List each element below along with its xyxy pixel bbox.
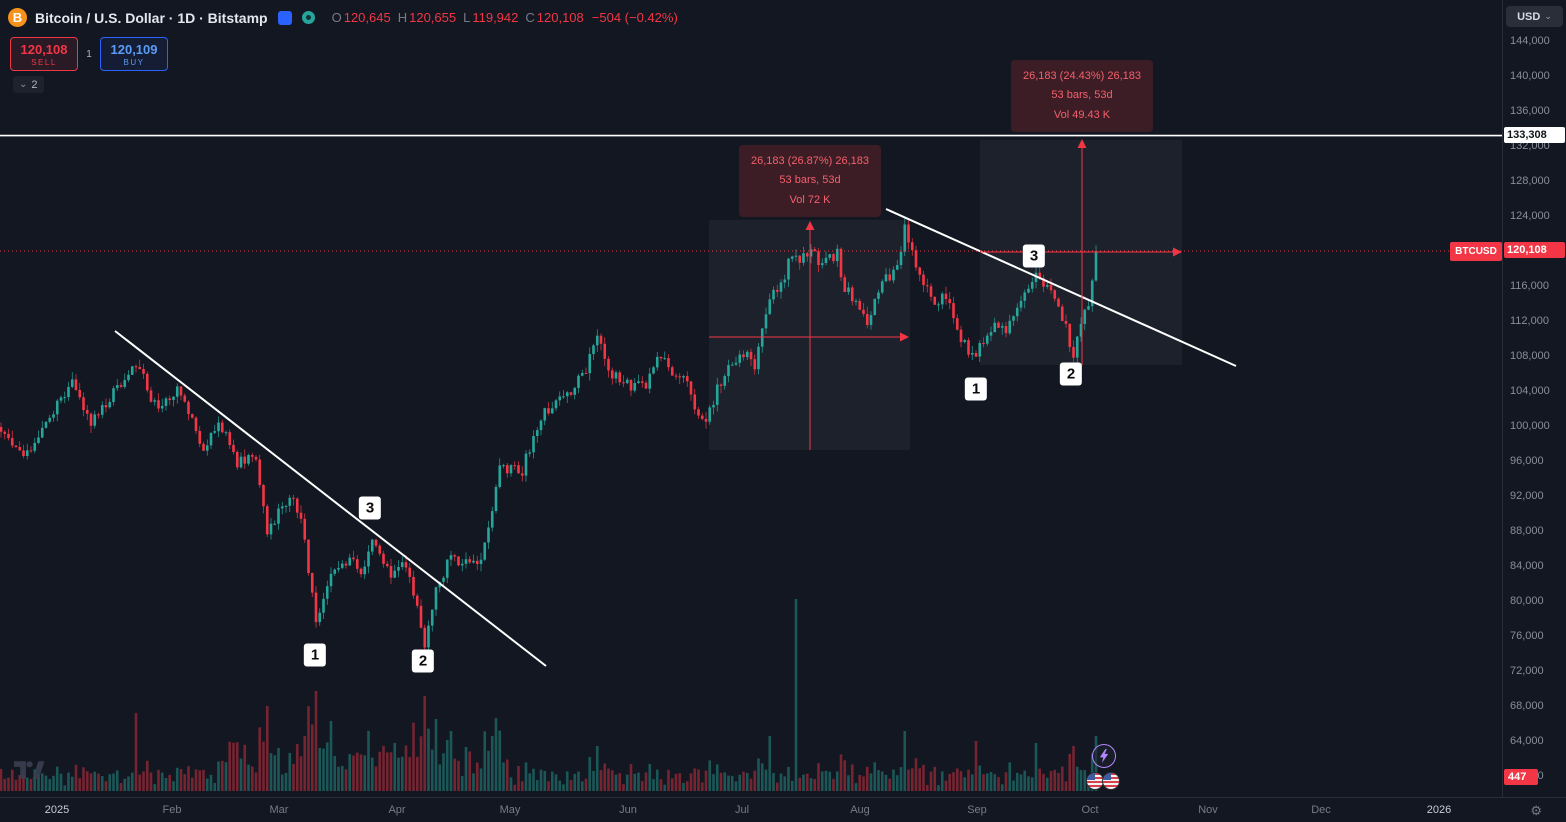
- time-tick: Aug: [850, 804, 870, 816]
- time-tick: Mar: [269, 804, 289, 816]
- chart-pane[interactable]: 1 2 3 1 2 3 26,183 (26.87%) 26,183 53 bars, 53d…: [0, 0, 1502, 797]
- time-tick: Sep: [967, 804, 987, 816]
- price-tick: 136,000: [1510, 105, 1550, 117]
- candlestick-series: [0, 217, 1098, 653]
- trend-line[interactable]: [885, 208, 1237, 367]
- wave-count-label[interactable]: 1: [964, 377, 988, 401]
- sell-button[interactable]: 120,108 SELL: [10, 37, 78, 71]
- price-tick: 116,000: [1510, 280, 1549, 292]
- chevron-down-icon: ⌄: [19, 79, 28, 90]
- time-tick: Oct: [1081, 804, 1099, 816]
- events-cluster: [1086, 744, 1136, 790]
- price-tick: 100,000: [1510, 420, 1550, 432]
- wave-count-label[interactable]: 1: [303, 643, 327, 667]
- price-tick: 144,000: [1510, 35, 1550, 47]
- high-label: H: [397, 10, 408, 25]
- arrow-right-icon: [900, 332, 909, 342]
- price-tick: 88,000: [1510, 525, 1544, 537]
- price-tick: 124,000: [1510, 210, 1550, 222]
- open-value: 120,645: [343, 10, 391, 25]
- price-axis[interactable]: USD ⌄ 144,000 140,000 136,000 132,000 128,00…: [1502, 0, 1566, 797]
- low-value: 119,942: [472, 10, 519, 25]
- trend-line[interactable]: [114, 330, 547, 667]
- market-status-icon[interactable]: [301, 11, 315, 24]
- symbol-price-tag: BTCUSD: [1450, 242, 1502, 262]
- time-tick: Apr: [388, 804, 406, 816]
- price-tick: 80,000: [1510, 595, 1544, 607]
- time-tick: 2025: [44, 804, 70, 816]
- time-tick: Dec: [1311, 804, 1331, 816]
- price-tick: 96,000: [1510, 455, 1544, 467]
- level-price-label: 133,308: [1504, 126, 1565, 143]
- time-tick: Feb: [162, 804, 182, 816]
- change-value: −504 (−0.42%): [591, 10, 678, 25]
- price-tick: 132,000: [1510, 140, 1550, 152]
- symbol-legend: B Bitcoin / U.S. Dollar · 1D · Bitstamp …: [8, 8, 678, 27]
- current-price-label: 120,108: [1504, 242, 1565, 259]
- time-tick: Nov: [1198, 804, 1218, 816]
- volume-series: [0, 599, 1098, 791]
- buy-button[interactable]: 120,109 BUY: [100, 37, 168, 71]
- time-tick: Jul: [734, 804, 750, 816]
- volume-value-label: 447: [1504, 769, 1538, 785]
- wave-count-label[interactable]: 3: [358, 496, 382, 520]
- price-tick: 92,000: [1510, 490, 1544, 502]
- price-tick: 84,000: [1510, 560, 1544, 572]
- time-tick: 2026: [1426, 804, 1452, 816]
- wave-count-label[interactable]: 2: [1059, 362, 1083, 386]
- ohlc-values: O 120,645 H 120,655 L 119,942 C 120,108 −504…: [325, 10, 678, 25]
- trade-widget: 120,108 SELL 1 120,109 BUY: [10, 37, 168, 71]
- exchange-logo-icon: [277, 10, 292, 25]
- time-tick: Jun: [619, 804, 637, 816]
- status-dot-inner: [305, 15, 311, 20]
- low-label: L: [463, 10, 471, 25]
- tradingview-logo-icon[interactable]: [14, 760, 45, 785]
- price-tick: 128,000: [1510, 175, 1550, 187]
- price-tick: 72,000: [1510, 665, 1544, 677]
- wave-count-label[interactable]: 3: [1022, 244, 1046, 268]
- time-tick: May: [499, 804, 521, 816]
- us-flag-icon[interactable]: [1102, 772, 1120, 790]
- time-axis[interactable]: 2025 Feb Mar Apr May Jun Jul Aug Sep Oct Nov Dec 202…: [0, 797, 1566, 822]
- symbol-title[interactable]: Bitcoin / U.S. Dollar · 1D · Bitstamp: [35, 9, 268, 26]
- economic-events-flags: [1086, 772, 1136, 790]
- price-tick: 76,000: [1510, 630, 1544, 642]
- spread-value: 1: [86, 48, 92, 60]
- price-tick: 112,000: [1510, 315, 1549, 327]
- arrow-right-icon: [1173, 247, 1182, 257]
- high-value: 120,655: [409, 10, 457, 25]
- open-label: O: [331, 10, 342, 25]
- chevron-down-icon: ⌄: [1544, 11, 1552, 21]
- price-tick: 108,000: [1510, 350, 1550, 362]
- wave-count-label[interactable]: 2: [411, 649, 435, 673]
- bitcoin-logo-icon: B: [8, 8, 27, 27]
- sell-label: SELL: [31, 57, 57, 67]
- currency-dropdown[interactable]: USD ⌄: [1506, 6, 1563, 27]
- price-tick: 64,000: [1510, 735, 1544, 747]
- object-tree-count: 2: [31, 78, 38, 91]
- sell-price: 120,108: [20, 41, 68, 57]
- close-label: C: [525, 10, 535, 25]
- arrow-up-icon: [805, 221, 815, 230]
- price-tick: 68,000: [1510, 700, 1544, 712]
- gear-icon[interactable]: ⚙: [1530, 803, 1542, 818]
- object-tree-toggle[interactable]: ⌄ 2: [13, 76, 44, 93]
- price-tick: 104,000: [1510, 385, 1550, 397]
- events-lightning-icon[interactable]: [1092, 744, 1116, 768]
- buy-label: BUY: [123, 57, 145, 67]
- chart-canvas[interactable]: [0, 0, 1502, 797]
- price-tick: 140,000: [1510, 70, 1550, 82]
- currency-label: USD: [1517, 10, 1541, 23]
- arrow-up-icon: [1077, 139, 1087, 148]
- buy-price: 120,109: [110, 41, 158, 57]
- close-value: 120,108: [536, 10, 584, 25]
